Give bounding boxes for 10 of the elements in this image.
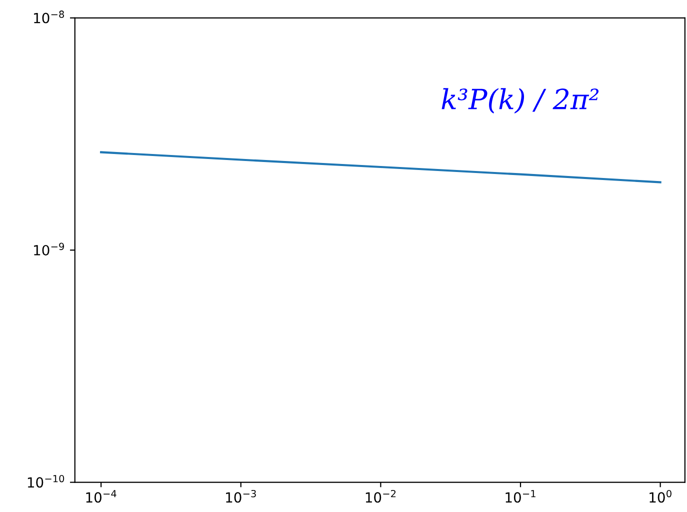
x-tick-label: 10$^{0}$ [650, 490, 672, 503]
y-tick-label: 10$^{−8}$ [34, 10, 64, 24]
x-tick-label: 10$^{−2}$ [366, 490, 396, 503]
annotation: k³P(k) / 2π² [442, 88, 599, 114]
line-series [100, 151, 662, 184]
x-tick-label: 10$^{−1}$ [506, 490, 536, 503]
y-tick-label: 10$^{−9}$ [34, 242, 64, 256]
y-tick-label: 10$^{−10}$ [28, 474, 64, 488]
x-tick-label: 10$^{−4}$ [86, 490, 116, 503]
x-tick-label: 10$^{−3}$ [226, 490, 256, 503]
